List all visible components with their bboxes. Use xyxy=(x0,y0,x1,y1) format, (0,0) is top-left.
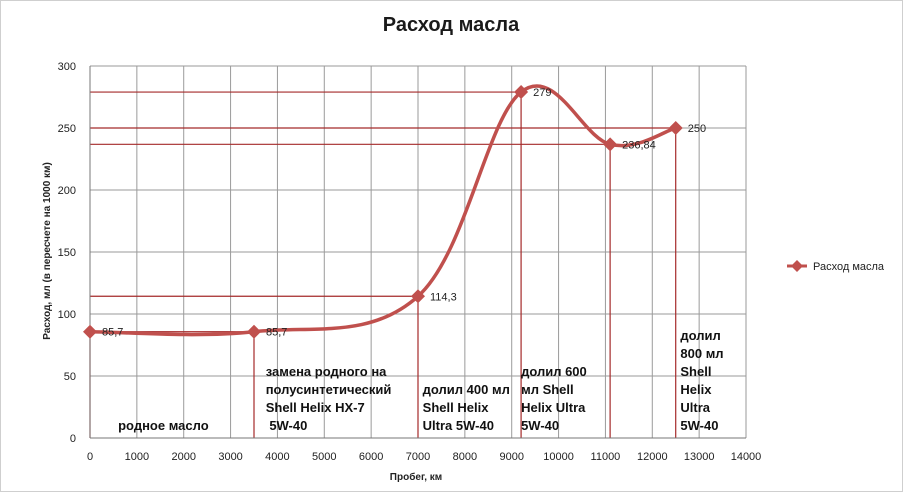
y-tick-label: 0 xyxy=(70,433,76,445)
annotation-line: полусинтетический xyxy=(266,382,392,397)
x-tick-label: 13000 xyxy=(684,451,715,463)
annotation-line: 800 мл xyxy=(680,346,723,361)
y-tick-label: 200 xyxy=(58,185,76,197)
x-tick-label: 12000 xyxy=(637,451,668,463)
x-tick-label: 14000 xyxy=(731,451,762,463)
data-label: 236,84 xyxy=(622,139,656,151)
annotation-line: Shell Helix xyxy=(423,400,490,415)
y-tick-label: 250 xyxy=(58,123,76,135)
x-tick-label: 2000 xyxy=(171,451,195,463)
x-tick-label: 1000 xyxy=(125,451,149,463)
data-point-marker xyxy=(668,121,683,135)
legend-label: Расход масла xyxy=(813,261,885,273)
y-tick-label: 300 xyxy=(58,61,76,73)
data-label: 279 xyxy=(533,87,551,99)
annotation-line: Shell xyxy=(680,364,711,379)
x-tick-label: 0 xyxy=(87,451,93,463)
x-axis-label: Пробег, км xyxy=(390,471,442,483)
y-tick-label: 50 xyxy=(64,371,76,383)
x-tick-label: 7000 xyxy=(406,451,430,463)
x-tick-label: 3000 xyxy=(218,451,242,463)
annotation-line: замена родного на xyxy=(266,364,387,379)
x-tick-label: 6000 xyxy=(359,451,383,463)
annotation: долил 800 мл Shell Helix Ultra 5W-40 xyxy=(680,328,723,433)
y-tick-label: 150 xyxy=(58,247,76,259)
annotation-line: Ultra 5W-40 xyxy=(423,418,494,433)
x-tick-label: 9000 xyxy=(499,451,523,463)
annotation-line: долил xyxy=(680,328,720,343)
data-point-marker xyxy=(603,137,618,152)
legend: Расход масла xyxy=(787,260,885,273)
y-axis-label: Расход, мл (в пересчете на 1000 км) xyxy=(42,162,53,340)
x-tick-label: 5000 xyxy=(312,451,336,463)
x-tick-label: 8000 xyxy=(453,451,477,463)
x-tick-label: 4000 xyxy=(265,451,289,463)
series-line xyxy=(88,84,678,337)
data-labels: 85,7 85,7 114,3 279 236,84 250 xyxy=(102,87,706,339)
data-label: 250 xyxy=(688,123,706,135)
annotation: родное масло xyxy=(118,418,209,433)
annotation-line: Helix Ultra xyxy=(521,400,586,415)
data-point-marker xyxy=(514,85,529,100)
data-label: 85,7 xyxy=(266,327,287,339)
y-tick-label: 100 xyxy=(58,309,76,321)
chart-title: Расход масла xyxy=(383,14,520,36)
annotation-line: 5W-40 xyxy=(680,418,718,433)
annotation-line: Shell Helix HX-7 xyxy=(266,400,365,415)
annotation-line: 5W-40 xyxy=(521,418,559,433)
data-point-marker xyxy=(247,324,261,339)
annotation-line: долил 600 xyxy=(521,364,587,379)
data-label: 85,7 xyxy=(102,327,123,339)
annotation-line: 5W-40 xyxy=(266,418,308,433)
annotation: долил 600 мл Shell Helix Ultra 5W-40 xyxy=(521,364,587,433)
data-point-marker xyxy=(411,289,425,304)
annotations: родное масло замена родного на полусинтети… xyxy=(118,328,723,433)
x-tick-label: 10000 xyxy=(543,451,574,463)
annotation-line: Ultra xyxy=(680,400,710,415)
annotation-line: Helix xyxy=(680,382,712,397)
data-point-marker xyxy=(83,324,97,339)
data-label: 114,3 xyxy=(430,291,457,303)
annotation: замена родного на полусинтетический Shell … xyxy=(266,364,392,433)
annotation-line: долил 400 мл xyxy=(423,382,510,397)
legend-marker xyxy=(791,260,803,272)
axes: 0 1000 2000 3000 4000 5000 6000 7000 8000 9000 100… xyxy=(58,61,762,463)
annotation-line: мл Shell xyxy=(521,382,574,397)
x-tick-label: 11000 xyxy=(591,451,621,463)
annotation: долил 400 мл Shell Helix Ultra 5W-40 xyxy=(423,382,510,433)
annotation-line: родное масло xyxy=(118,418,209,433)
series-layer xyxy=(83,84,683,339)
